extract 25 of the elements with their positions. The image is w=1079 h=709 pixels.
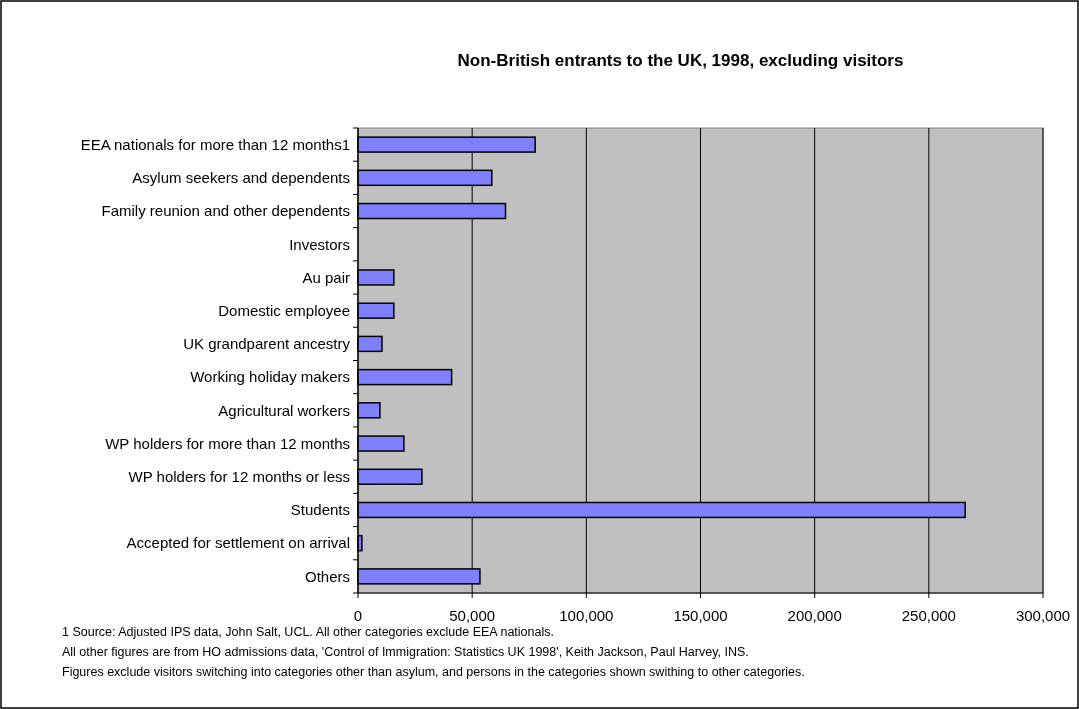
y-tick-label: Asylum seekers and dependents — [132, 169, 350, 187]
y-tick-label: Others — [304, 567, 350, 585]
y-tick-label: WP holders for more than 12 months — [105, 434, 350, 452]
x-tick-label: 150,000 — [673, 607, 728, 624]
y-tick-label: UK grandparent ancestry — [183, 335, 351, 353]
text: Figures exclude visitors switching into categories other than asylum, and persons in the categories shown swithing to other categories. — [62, 665, 805, 679]
y-tick-label: Accepted for settlement on arrival — [126, 534, 350, 552]
y-tick-label: WP holders for 12 months or less — [128, 468, 350, 485]
text: All other figures are from HO admissions data, 'Control of Immigration: Statistics UK 1998', Keith Jackson, Paul Harvey, INS. — [62, 645, 749, 659]
y-tick-label: Au pair — [302, 268, 350, 286]
chart-title: Non-British entrants to the UK, 1998, excluding visitors — [457, 51, 904, 70]
x-tick-label: 100,000 — [559, 607, 614, 624]
x-tick-label: 300,000 — [1015, 607, 1071, 624]
y-tick-label: Agricultural workers — [218, 401, 350, 419]
y-tick-label: Family reunion and other dependents — [101, 202, 350, 220]
x-tick-label: 200,000 — [787, 607, 842, 624]
x-tick-label: 50,000 — [449, 607, 496, 624]
x-tick-label: 0 — [353, 607, 363, 624]
y-tick-label: Investors — [289, 235, 350, 253]
y-tick-label: Students — [290, 501, 350, 519]
y-tick-label: EEA nationals for more than 12 months1 — [80, 135, 350, 153]
y-tick-label: Working holiday makers — [190, 368, 350, 386]
text: 1 Source: Adjusted IPS data, John Salt, UCL. All other categories exclude EEA nationals. — [62, 625, 554, 639]
y-tick-label: Domestic employee — [218, 301, 350, 319]
x-tick-label: 250,000 — [901, 607, 956, 624]
